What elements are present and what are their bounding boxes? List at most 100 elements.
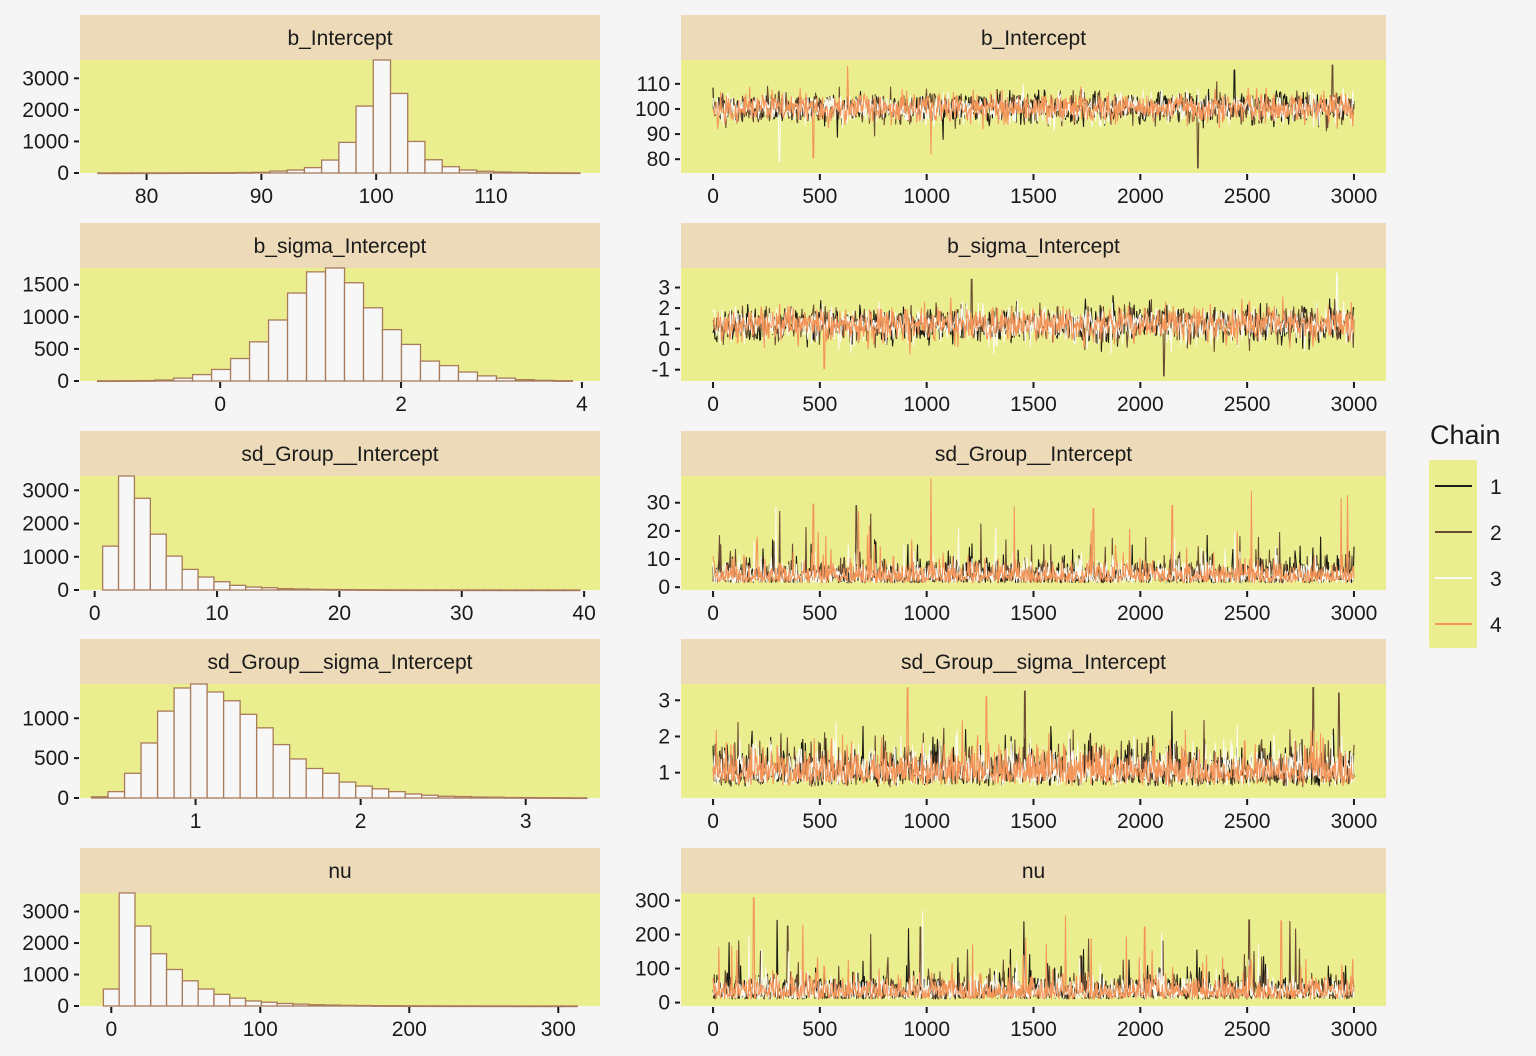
histogram-bar xyxy=(117,475,136,591)
x-tick-label: 500 xyxy=(802,810,837,833)
y-tick-label: 0 xyxy=(57,579,69,602)
histogram-bar xyxy=(165,968,184,1007)
histogram-bar xyxy=(213,581,231,591)
trace-line-chain-4 xyxy=(712,897,1355,1000)
histogram-bar xyxy=(481,1005,499,1008)
x-tick-label: 2000 xyxy=(1117,602,1164,625)
histogram-bar xyxy=(533,379,555,382)
histogram-bar xyxy=(510,171,529,174)
histogram-bar xyxy=(305,271,327,382)
x-tick-label: 1 xyxy=(190,810,202,833)
x-tick-label: 0 xyxy=(707,393,719,416)
histogram-bar xyxy=(465,1005,484,1008)
x-tick-label: 1500 xyxy=(1010,602,1057,625)
histogram-bar xyxy=(338,781,357,799)
y-tick-label: 2000 xyxy=(22,932,69,955)
histogram-bar xyxy=(286,292,308,382)
histogram-panel-sd_Group__sigma_Intercept: sd_Group__sigma_Intercept 0 500 1000 1 2 3 xyxy=(22,639,600,833)
y-tick-label: 0 xyxy=(57,995,69,1018)
y-tick-label: 3000 xyxy=(22,479,69,502)
x-tick-label: 3000 xyxy=(1331,1018,1378,1041)
y-tick-label: 10 xyxy=(647,548,670,571)
histogram-bar xyxy=(303,166,323,174)
histogram-bar xyxy=(355,1004,373,1007)
histogram-bar xyxy=(381,328,403,382)
histogram-bar xyxy=(191,373,213,382)
histogram-bar xyxy=(131,172,151,175)
histogram-bar xyxy=(553,797,571,800)
legend-key-background xyxy=(1429,460,1477,648)
legend-label-chain-3: 3 xyxy=(1490,568,1502,591)
histogram-bar xyxy=(402,1005,420,1008)
histogram-bar xyxy=(527,172,547,174)
histogram-bar xyxy=(181,568,199,591)
y-tick-label: 100 xyxy=(635,958,670,981)
x-tick-label: 1000 xyxy=(903,1018,950,1041)
histogram-bar xyxy=(324,267,346,382)
facet-strip-label: sd_Group__Intercept xyxy=(935,443,1132,466)
histogram-bar xyxy=(476,375,498,382)
histogram-bar xyxy=(260,1001,278,1007)
x-tick-label: 2500 xyxy=(1224,393,1271,416)
histogram-bar xyxy=(497,1005,515,1008)
x-tick-label: 3000 xyxy=(1331,810,1378,833)
histogram-bar xyxy=(503,796,522,799)
histogram-bar xyxy=(114,172,133,175)
histogram-bar xyxy=(229,584,247,591)
facet-strip-label: sd_Group__sigma_Intercept xyxy=(901,651,1166,674)
x-tick-label: 1500 xyxy=(1010,393,1057,416)
histogram-bar xyxy=(436,589,454,592)
y-tick-label: 2 xyxy=(658,297,670,320)
x-tick-label: 4 xyxy=(576,393,588,416)
x-tick-label: 0 xyxy=(707,185,719,208)
y-tick-label: 110 xyxy=(637,73,670,96)
y-tick-label: 20 xyxy=(647,520,670,543)
histogram-bar xyxy=(118,892,136,1007)
histogram-bar xyxy=(115,380,137,382)
x-tick-label: 200 xyxy=(392,1018,427,1041)
histogram-bar xyxy=(371,788,390,799)
histogram-bar xyxy=(148,172,168,175)
x-tick-label: 40 xyxy=(572,602,595,625)
x-tick-label: 1000 xyxy=(903,810,950,833)
y-tick-label: 0 xyxy=(57,162,69,185)
histogram-bar xyxy=(514,379,536,382)
histogram-panel-b_sigma_Intercept: b_sigma_Intercept 0 500 1000 1500 0 2 4 xyxy=(22,223,600,416)
x-tick-label: 3000 xyxy=(1331,185,1378,208)
x-tick-label: 1500 xyxy=(1010,1018,1057,1041)
y-tick-label: 200 xyxy=(635,924,670,947)
histogram-bar xyxy=(470,796,489,799)
x-tick-label: 0 xyxy=(707,1018,719,1041)
histogram-bar xyxy=(529,1005,547,1008)
x-tick-label: 100 xyxy=(359,185,394,208)
histogram-bar xyxy=(324,588,342,591)
y-tick-label: 3000 xyxy=(22,67,69,90)
x-tick-label: 2500 xyxy=(1224,185,1271,208)
histogram-bar xyxy=(441,166,461,174)
histogram-bar xyxy=(343,282,365,382)
x-tick-label: 10 xyxy=(205,602,228,625)
x-tick-label: 500 xyxy=(802,185,837,208)
y-tick-label: 2000 xyxy=(22,513,69,536)
y-tick-label: 1000 xyxy=(22,707,69,730)
legend-label-chain-4: 4 xyxy=(1490,614,1502,637)
histogram-bar xyxy=(183,172,202,174)
y-tick-label: 2000 xyxy=(22,99,69,122)
facet-strip-label: nu xyxy=(328,860,351,883)
y-tick-label: 3 xyxy=(658,277,670,300)
x-tick-label: 2000 xyxy=(1117,810,1164,833)
x-tick-label: 2000 xyxy=(1117,393,1164,416)
facet-strip-label: sd_Group__sigma_Intercept xyxy=(208,651,473,674)
histogram-bar xyxy=(292,588,311,591)
histogram-bar xyxy=(493,171,512,174)
facet-strip xyxy=(80,848,600,893)
histogram-bar xyxy=(388,589,406,592)
histogram-bar xyxy=(371,1005,389,1007)
facet-strip xyxy=(681,639,1386,684)
histogram-bar xyxy=(229,357,251,382)
x-tick-label: 500 xyxy=(802,393,837,416)
histogram-bar xyxy=(286,169,306,174)
histogram-bar xyxy=(229,997,247,1007)
